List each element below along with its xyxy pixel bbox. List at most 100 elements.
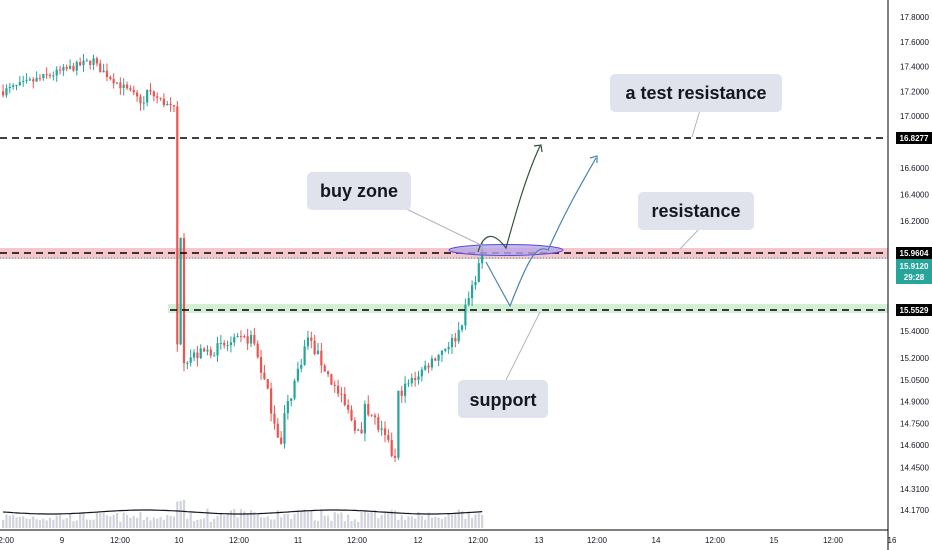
volume-bar: [340, 512, 343, 528]
volume-bar: [105, 515, 109, 528]
volume-bar: [219, 513, 222, 528]
candle-body: [273, 413, 276, 424]
volume-bar: [417, 511, 420, 528]
candle-body: [477, 263, 480, 282]
volume-bar: [353, 519, 356, 528]
test-resistance-label: a test resistance: [625, 83, 766, 103]
volume-bar: [48, 517, 52, 528]
candle-body: [48, 75, 52, 77]
volume-bar: [387, 511, 390, 528]
time-tick-label: 12:00: [110, 536, 131, 545]
candle-body: [132, 89, 135, 93]
candle-body: [79, 61, 82, 66]
volume-bar: [430, 517, 433, 528]
candle-body: [105, 70, 109, 78]
volume-bar: [276, 510, 279, 528]
resistance-price-text: 15.9604: [900, 249, 929, 258]
volume-bar: [226, 513, 229, 528]
price-tick-label: 14.1700: [900, 506, 929, 515]
candle-body: [410, 377, 413, 384]
candle-body: [437, 354, 440, 361]
candle-body: [129, 88, 132, 90]
volume-bar: [239, 509, 243, 528]
volume-bar: [196, 519, 199, 528]
volume-bar: [166, 515, 169, 528]
volume-bar: [377, 518, 380, 528]
candle-body: [196, 352, 199, 359]
volume-bar: [437, 517, 440, 528]
volume-bar: [186, 518, 189, 528]
price-tick-label: 17.6000: [900, 38, 929, 47]
candle-body: [38, 77, 42, 79]
candle-body: [213, 355, 216, 357]
price-tick-label: 14.6000: [900, 441, 929, 450]
volume-bar: [5, 514, 8, 528]
volume-bar: [45, 520, 48, 528]
candle-body: [82, 60, 85, 66]
volume-bar: [293, 513, 296, 528]
volume-bar: [8, 515, 11, 528]
candle-body: [414, 377, 417, 380]
candle-body: [313, 340, 316, 355]
candle-body: [283, 413, 286, 444]
buy-zone-callout[interactable]: buy zone: [307, 172, 411, 210]
support-price-text: 15.5529: [900, 306, 929, 315]
volume-bar: [280, 517, 283, 528]
candle-body: [253, 335, 256, 344]
volume-bar: [370, 511, 373, 528]
support-callout[interactable]: support: [458, 380, 548, 418]
time-tick-label: 16: [888, 536, 897, 545]
volume-bar: [316, 520, 320, 528]
candle-body: [219, 342, 222, 344]
candle-body: [15, 85, 18, 87]
time-tick-label: 10: [175, 536, 184, 545]
candle-body: [159, 97, 162, 99]
candle-body: [444, 349, 447, 351]
resistance-callout[interactable]: resistance: [638, 192, 754, 230]
volume-bar: [326, 515, 330, 528]
volume-bar: [414, 518, 417, 528]
volume-bar: [65, 518, 68, 528]
candle-body: [99, 63, 102, 73]
support-label: support: [470, 390, 537, 410]
candle-body: [189, 357, 192, 363]
candle-body: [407, 383, 410, 385]
resistance-pointer: [679, 227, 701, 250]
resistance-price-tag: 15.9604: [896, 247, 932, 259]
candle-body: [8, 86, 11, 89]
candle-body: [460, 325, 464, 330]
volume-bar: [38, 520, 42, 528]
volume-bar: [233, 509, 236, 528]
volume-bar: [460, 511, 464, 528]
candle-body: [182, 237, 186, 364]
volume-bar: [216, 516, 219, 528]
volume-bar: [189, 512, 192, 528]
volume-bar: [283, 514, 286, 528]
time-tick-label: 9: [60, 536, 65, 545]
buy-zone-ellipse: [448, 244, 564, 256]
candle-body: [373, 415, 377, 418]
volume-bar: [209, 521, 212, 528]
candle-body: [62, 67, 65, 71]
candle-body: [166, 103, 169, 106]
candle-body: [259, 357, 263, 373]
volume-bar: [407, 516, 410, 528]
price-tick-label: 16.6000: [900, 164, 929, 173]
volume-bar: [256, 513, 259, 528]
candle-body: [296, 368, 299, 381]
volume-bar: [477, 513, 480, 528]
candle-body: [316, 350, 320, 355]
volume-bar: [343, 521, 346, 528]
candle-body: [75, 61, 78, 71]
candle-body: [236, 336, 239, 338]
time-axis-ticks[interactable]: 12:00 9 12:00 10 12:00 11 12:00 12 12:00 13 12:00 1…: [0, 536, 897, 545]
candle-body: [303, 346, 306, 365]
volume-bar: [142, 520, 145, 528]
test-resistance-callout[interactable]: a test resistance: [610, 74, 782, 112]
price-axis-ticks[interactable]: 17.8000 17.6000 17.4000 17.2000 17.0000 16.60…: [900, 13, 929, 515]
candle-body: [380, 428, 383, 430]
volume-bar: [119, 521, 122, 528]
candle-body: [109, 77, 112, 80]
